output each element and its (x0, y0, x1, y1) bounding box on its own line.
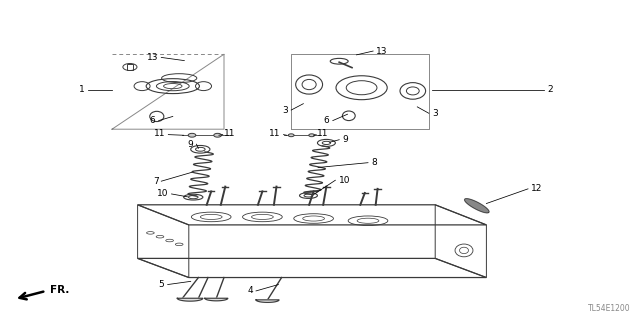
Text: 6: 6 (324, 116, 330, 125)
Text: 10: 10 (339, 176, 350, 185)
Text: 13: 13 (376, 47, 388, 56)
Ellipse shape (214, 133, 221, 137)
Text: 1: 1 (79, 85, 85, 94)
Text: 9: 9 (342, 135, 348, 144)
Text: 4: 4 (247, 286, 253, 295)
Polygon shape (256, 300, 279, 302)
Text: 3: 3 (432, 109, 438, 118)
Text: FR.: FR. (50, 285, 69, 295)
Text: 6: 6 (150, 116, 156, 125)
Text: 11: 11 (154, 129, 165, 138)
Text: 11: 11 (224, 129, 236, 138)
Text: 10: 10 (157, 189, 168, 198)
Text: 12: 12 (531, 184, 543, 193)
Text: 3: 3 (282, 106, 288, 115)
Ellipse shape (309, 134, 315, 137)
Text: 5: 5 (159, 280, 164, 289)
Text: 9: 9 (188, 140, 193, 149)
Ellipse shape (188, 133, 196, 137)
Polygon shape (205, 298, 228, 301)
Text: 2: 2 (547, 85, 553, 94)
Polygon shape (177, 298, 203, 301)
Text: 11: 11 (269, 129, 280, 138)
Text: 7: 7 (153, 177, 159, 186)
Text: 13: 13 (147, 53, 158, 62)
Text: 11: 11 (317, 129, 329, 138)
Text: 8: 8 (371, 158, 377, 167)
Text: TL54E1200: TL54E1200 (588, 304, 630, 313)
Ellipse shape (288, 134, 294, 137)
Polygon shape (465, 199, 489, 213)
